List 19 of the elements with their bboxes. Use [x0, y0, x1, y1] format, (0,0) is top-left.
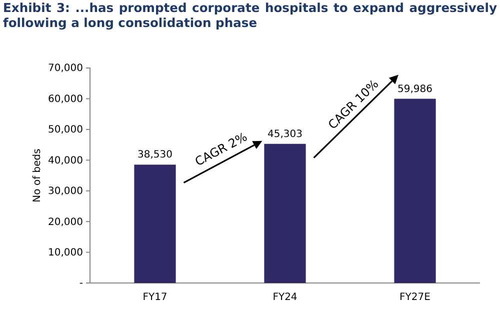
bar: [134, 164, 176, 283]
chart-title: Exhibit 3: ...has prompted corporate hospitals to expand aggressively following a long consolidation phase: [3, 1, 497, 31]
bar: [264, 144, 306, 283]
bar: [394, 98, 436, 283]
y-axis-title: No of beds: [32, 148, 43, 202]
y-tick-label: 70,000: [48, 63, 83, 74]
data-label: 38,530: [138, 150, 172, 161]
x-tick-label: FY27E: [400, 292, 430, 303]
y-tick-label: 30,000: [48, 186, 83, 198]
data-label: 45,303: [268, 128, 302, 140]
y-tick-label: 50,000: [48, 124, 83, 136]
x-tick-label: FY17: [142, 292, 168, 303]
y-tick-label: 40,000: [48, 155, 83, 166]
data-label: 59,986: [398, 84, 432, 95]
y-tick-label: 20,000: [48, 216, 83, 228]
x-tick-label: FY24: [272, 292, 298, 303]
y-tick-label: -: [79, 278, 84, 290]
y-tick-label: 60,000: [48, 94, 83, 105]
y-tick-label: 10,000: [48, 247, 83, 258]
